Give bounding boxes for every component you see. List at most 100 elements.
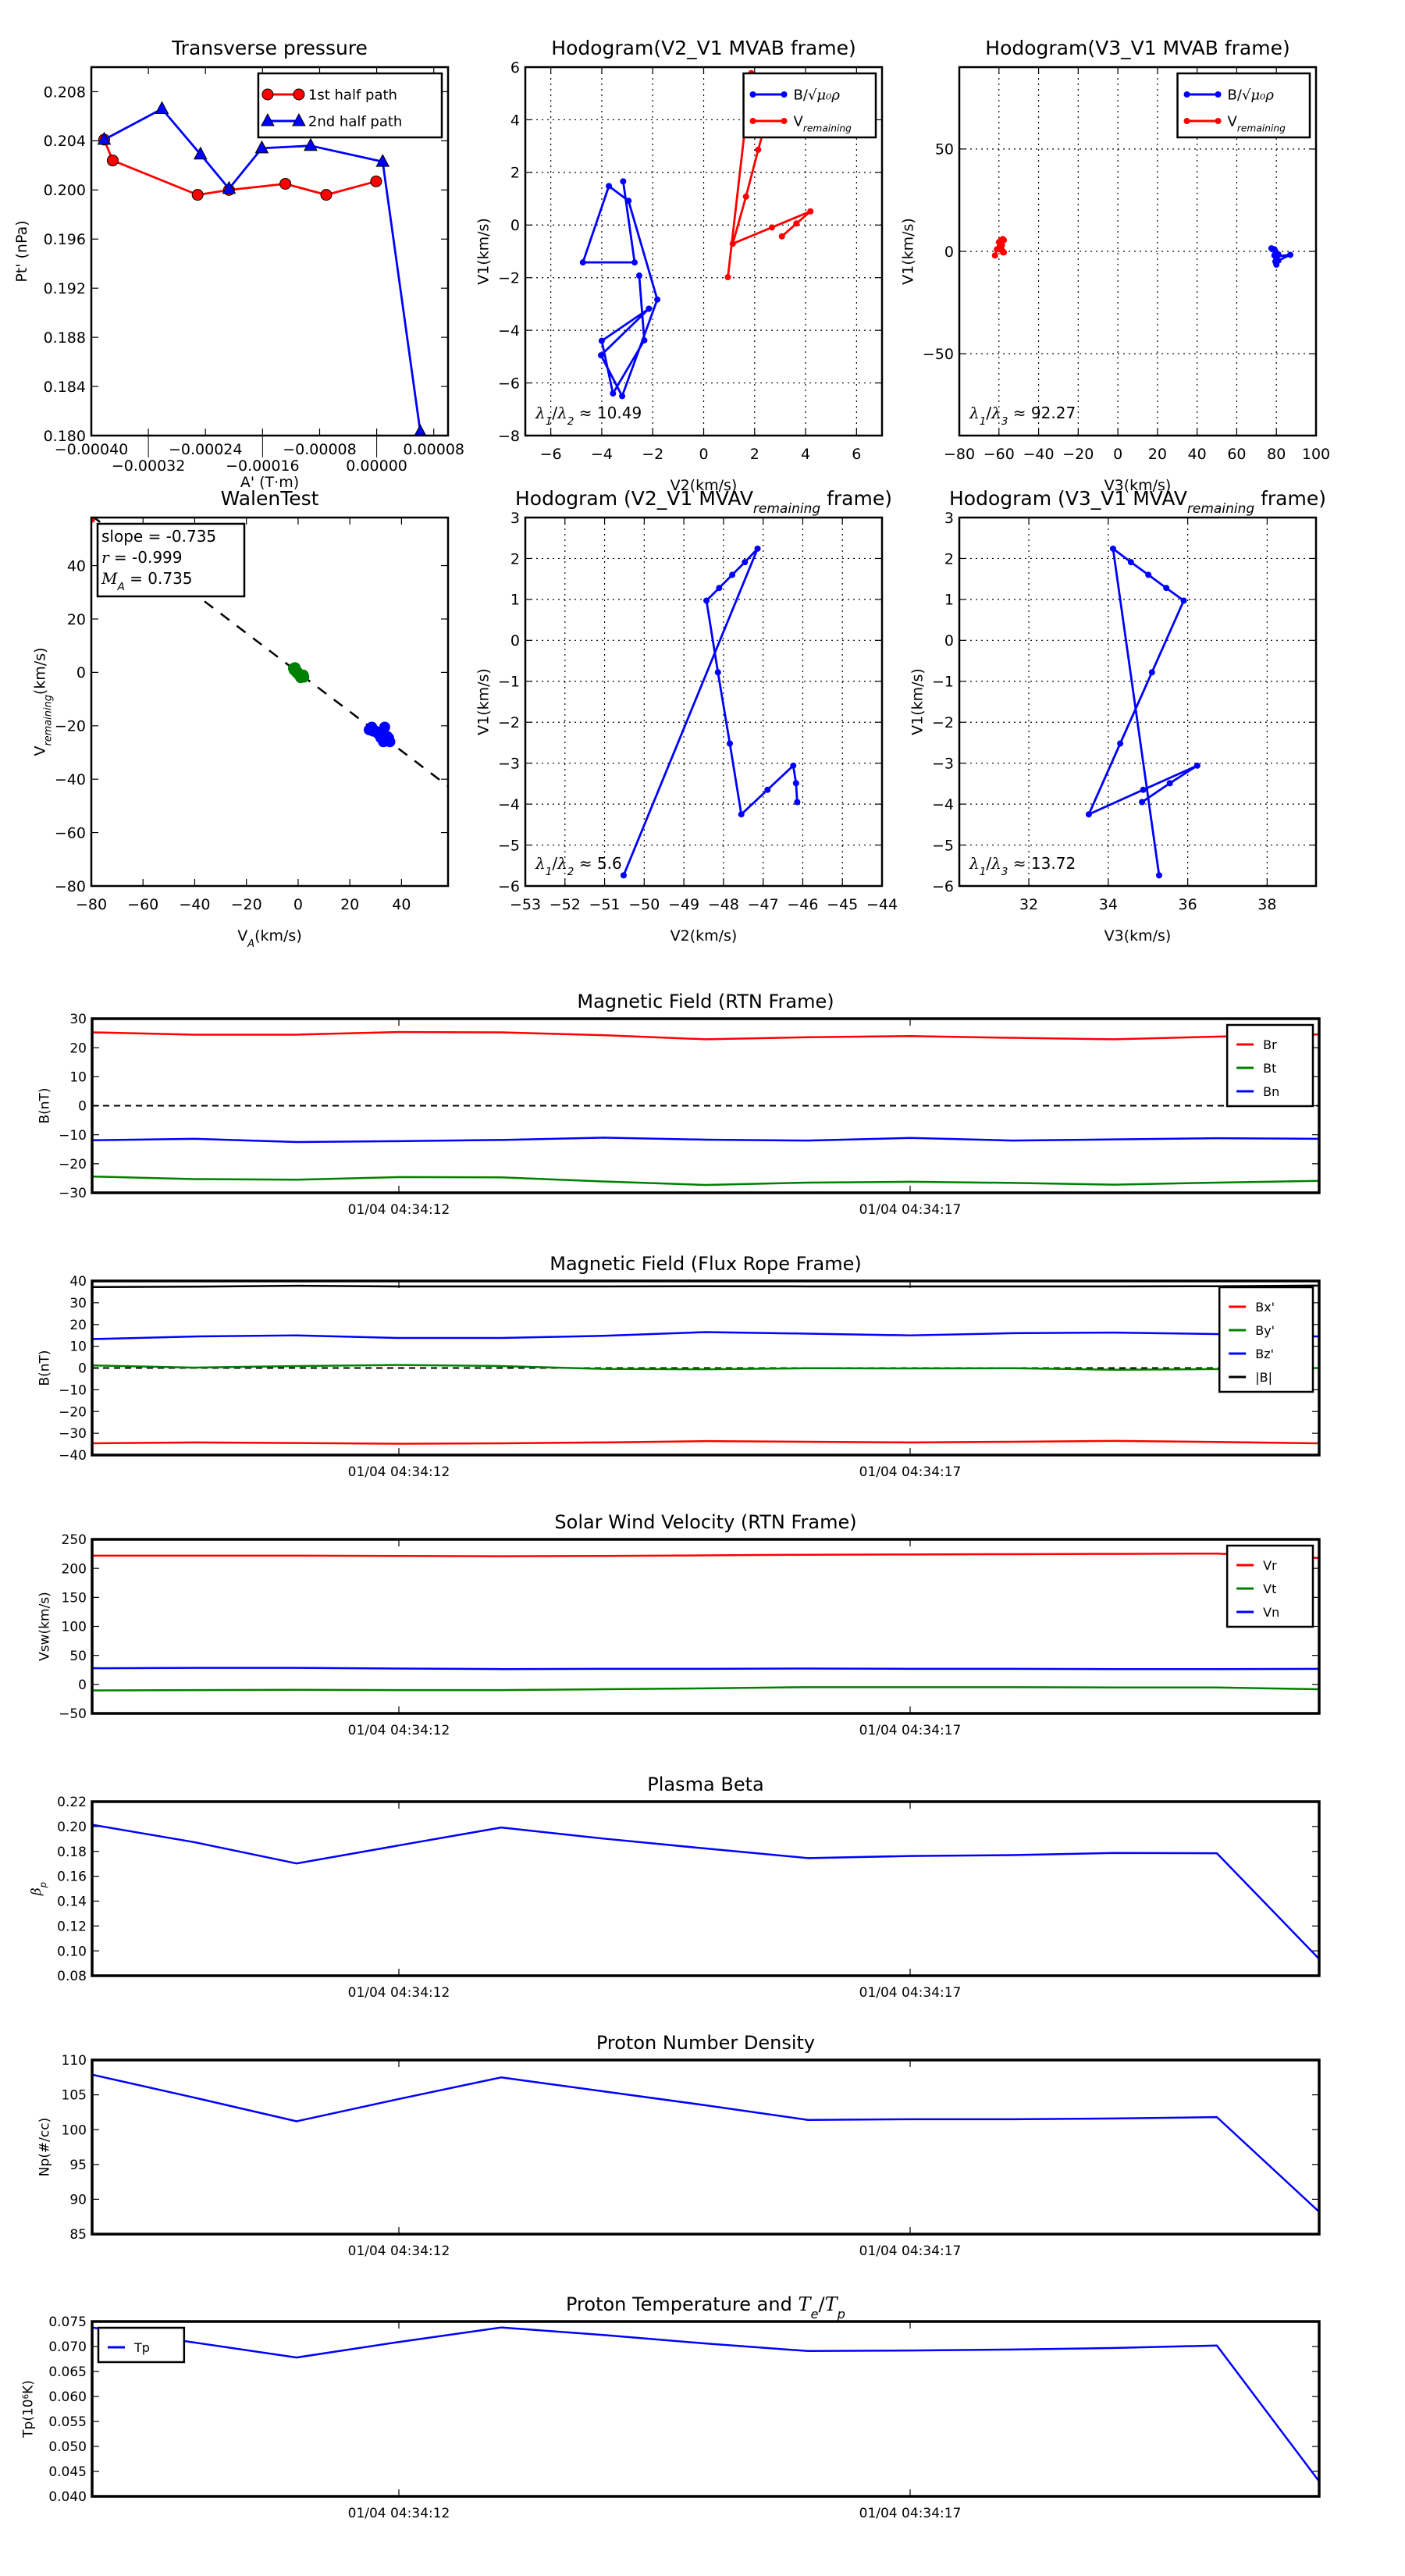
y-tick-label: 20 — [67, 611, 86, 628]
data-point — [738, 811, 745, 818]
data-point — [97, 131, 112, 145]
chart-hodogram-v3-v1-mvab: −80 −60 −40 −20 0 20 40 60 80 100 −50 0 50 Hodogram(V… — [900, 37, 1330, 494]
x-tick-label: −0.00024 — [169, 441, 243, 458]
annotation-text-part: ≈ 13.72 — [1008, 854, 1076, 873]
legend-label: B/√μ₀ρ — [794, 87, 841, 103]
chart-plasma-beta: 01/04 04:34:12 01/04 04:34:17 0.08 0.10 0.12… — [29, 1774, 1321, 2001]
y-tick-label: 0.050 — [48, 2439, 87, 2455]
y-tick-label: −10 — [59, 1382, 87, 1398]
y-axis-label: V1(km/s) — [475, 218, 492, 285]
data-point — [598, 337, 605, 344]
annotation-text: r = -0.999 — [101, 548, 183, 567]
y-axis-label-part: (km/s) — [32, 647, 49, 695]
legend-label-part: B/√ — [794, 87, 817, 103]
x-tick-label: 4 — [801, 446, 810, 463]
y-tick-label: 6 — [510, 59, 520, 76]
y-tick-label: −3 — [932, 756, 954, 773]
chart-hodogram-v2-v1-mvab: −6 −4 −2 0 2 4 6 −8 −6 −4 −2 0 2 4 6 Hodogram(V2_V1 MVA… — [475, 37, 884, 494]
data-point — [999, 249, 1006, 256]
y-tick-label: −10 — [59, 1128, 87, 1144]
series-line — [92, 1175, 1319, 1187]
y-tick-label: 0.180 — [44, 428, 86, 445]
axes-frame — [958, 516, 1318, 888]
annotation-text-part: ≈ 5.6 — [574, 854, 621, 873]
series-line — [92, 1364, 1319, 1371]
annotation-text-part: ≈ 92.27 — [1008, 404, 1076, 422]
y-tick-label: 0.055 — [48, 2414, 87, 2430]
data-point — [1273, 253, 1280, 260]
annotation: slope = -0.735 r = -0.999 MA = 0.735 — [96, 522, 246, 598]
series-second half — [363, 721, 396, 748]
series-line — [92, 1331, 1319, 1340]
plot-area — [97, 101, 427, 436]
y-tick-label: 0.192 — [44, 280, 86, 297]
data-point — [194, 146, 208, 160]
data-point — [646, 305, 653, 312]
y-tick-label: −1 — [498, 674, 520, 691]
y-tick-label: 0.070 — [48, 2339, 87, 2355]
x-tick-label: 01/04 04:34:12 — [348, 1202, 450, 1218]
y-tick-label: 85 — [69, 2227, 87, 2243]
data-point — [1215, 91, 1222, 98]
y-tick-label: 0.045 — [48, 2464, 87, 2480]
y-tick-label: 2 — [510, 165, 520, 182]
annotation-text-part: 1 — [980, 866, 987, 878]
series-line — [92, 1030, 1319, 1041]
data-point — [1127, 559, 1134, 566]
axes-frame — [91, 2320, 1321, 2498]
annotation-text: λ1/λ2 ≈ 5.6 — [535, 854, 622, 878]
legend-label-part: remaining — [1237, 123, 1286, 133]
data-point — [1180, 597, 1187, 604]
annotation-text-part: slope = -0.735 — [101, 527, 216, 546]
legend-entry: By' — [1229, 1323, 1275, 1338]
y-tick-label: 0.16 — [57, 1870, 87, 1885]
x-tick-label: −20 — [1062, 446, 1094, 463]
annotation-text-part: λ — [557, 404, 567, 422]
y-axis-label: Tp(106K) — [20, 2380, 36, 2439]
annotation-text-part: λ — [969, 854, 980, 873]
data-point — [292, 112, 306, 126]
y-axis-label: βp — [29, 1882, 48, 1896]
data-point — [778, 233, 785, 240]
annotation-text-part: λ — [557, 854, 567, 873]
legend-entry: Vt — [1236, 1582, 1276, 1596]
legend-entry: Tp — [108, 2340, 150, 2355]
series-V — [1085, 545, 1200, 879]
x-tick-label: 0 — [293, 896, 303, 913]
annotation-text-part: r — [101, 548, 110, 567]
series-line — [92, 1439, 1319, 1445]
legend: Br Bt Bn — [1225, 1023, 1314, 1108]
x-tick-label: 01/04 04:34:12 — [348, 2243, 450, 2259]
legend: B/√μ₀ρ Vremaining — [742, 72, 877, 139]
data-point — [1139, 799, 1146, 806]
x-tick-label: 20 — [1148, 446, 1167, 463]
annotation-box — [96, 522, 246, 598]
y-tick-label: 0.196 — [44, 231, 86, 248]
data-point — [191, 189, 204, 201]
y-axis-label-part: β — [29, 1888, 44, 1896]
y-tick-label: 105 — [62, 2088, 87, 2104]
annotation-text-part: 3 — [1001, 415, 1008, 428]
annotation-text-part: 1 — [980, 415, 987, 428]
data-point — [610, 390, 617, 397]
x-tick-label: −47 — [748, 896, 779, 913]
y-tick-label: 2 — [944, 550, 954, 568]
x-tick-label: −52 — [550, 896, 581, 913]
data-point — [768, 224, 775, 231]
y-tick-label: 90 — [69, 2193, 87, 2208]
x-tick-label: −2 — [642, 446, 663, 463]
data-point — [724, 274, 731, 281]
annotation-text-part: 1 — [546, 415, 553, 428]
x-axis-label-part: V — [237, 927, 247, 945]
chart-proton-number-density: 01/04 04:34:12 01/04 04:34:17 85 90 95 100 105… — [37, 2032, 1321, 2259]
series-line — [92, 1552, 1319, 1560]
x-axis-label: A' (T·m) — [240, 474, 299, 491]
legend-label: Vremaining — [794, 113, 852, 133]
data-point — [619, 393, 626, 400]
legend-box — [1225, 1544, 1314, 1628]
y-axis-label: Np(#/cc) — [37, 2118, 52, 2176]
data-point — [1109, 545, 1116, 552]
data-point — [222, 180, 237, 194]
annotation-text: λ1/λ2 ≈ 10.49 — [535, 404, 642, 428]
y-tick-label: 0 — [944, 244, 954, 261]
